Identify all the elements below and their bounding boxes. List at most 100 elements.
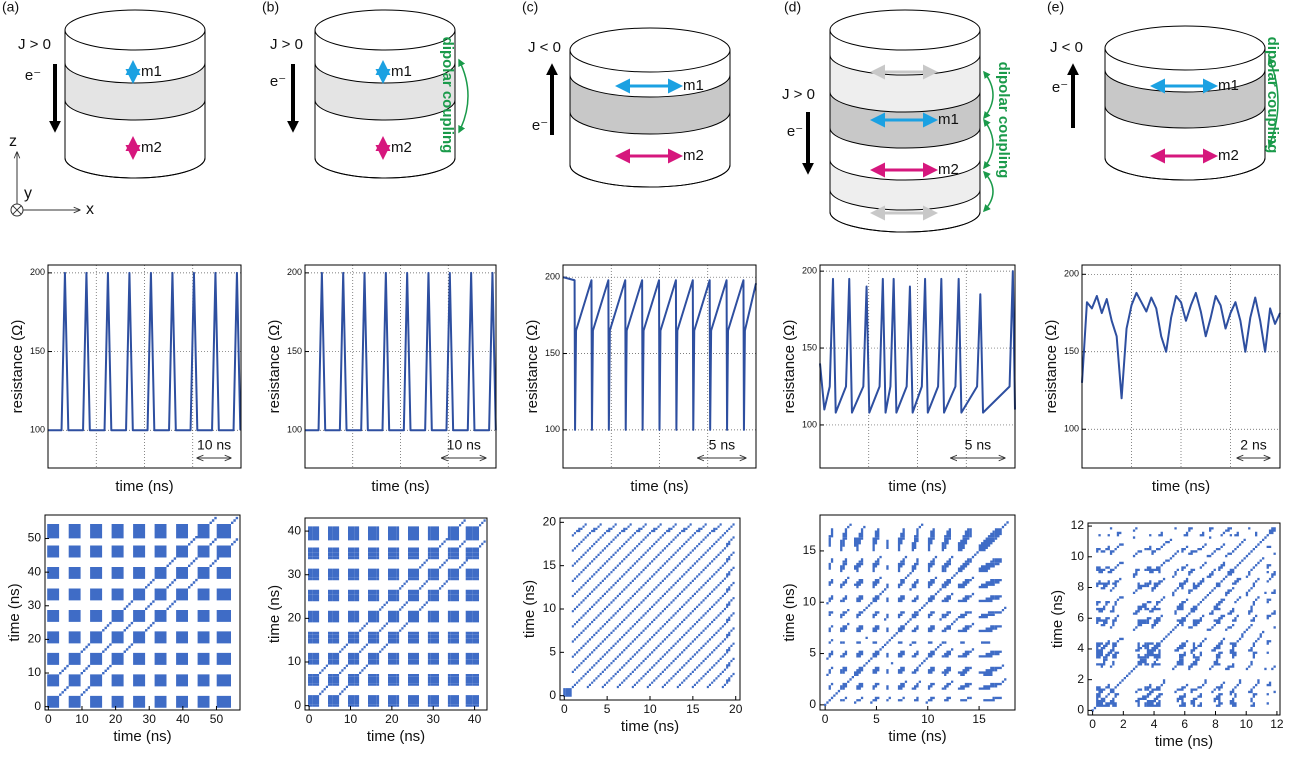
axis-label: y	[24, 185, 32, 202]
scale-bar-label: 2 ns	[1240, 437, 1266, 453]
scale-bar-label: 10 ns	[447, 437, 481, 453]
x-tick-label: 10	[344, 712, 358, 726]
x-axis-label: time (ns)	[371, 478, 429, 495]
y-tick-label: 200	[287, 267, 302, 277]
y-tick-label: 150	[802, 342, 817, 352]
x-tick-label: 5	[604, 702, 611, 716]
layer-label: m1	[1218, 77, 1239, 94]
y-axis-label: resistance (Ω)	[781, 320, 798, 414]
y-tick-label: 10	[288, 654, 302, 668]
coupling-arrow	[984, 120, 993, 168]
y-tick-label: 40	[288, 523, 302, 537]
page: (a)m1m2J > 0e⁻zyx(b)m1m2J > 0e⁻dipolar c…	[0, 0, 1310, 761]
panel-label: (a)	[2, 0, 19, 15]
coupling-label: dipolar coupling	[995, 62, 1012, 179]
coupling-arrow	[984, 172, 993, 211]
y-tick-label: 10	[803, 594, 817, 608]
electron-label: e⁻	[1052, 79, 1068, 96]
x-tick-label: 5	[873, 712, 880, 726]
layer-label: m2	[1218, 147, 1239, 164]
x-tick-label: 30	[143, 712, 157, 726]
x-tick-label: 10	[75, 712, 89, 726]
y-tick-label: 100	[545, 424, 560, 434]
x-tick-label: 40	[176, 712, 190, 726]
y-tick-label: 100	[1064, 424, 1079, 434]
x-axis-label: time (ns)	[1152, 478, 1210, 495]
y-tick-label: 20	[28, 632, 42, 646]
x-axis-label: time (ns)	[1155, 733, 1213, 750]
current-label: J < 0	[528, 39, 561, 56]
cylinder-top	[1105, 26, 1265, 70]
coupling-label: dipolar coupling	[439, 37, 456, 154]
y-tick-label: 0	[294, 698, 301, 712]
x-tick-label: 10	[643, 702, 657, 716]
x-tick-label: 0	[306, 712, 313, 726]
y-tick-label: 5	[809, 646, 816, 660]
electron-label: e⁻	[787, 123, 803, 140]
panel-label: (b)	[262, 0, 279, 15]
layer-label: m1	[938, 111, 959, 128]
x-tick-label: 0	[1089, 717, 1096, 731]
y-axis-label: time (ns)	[1049, 590, 1066, 648]
x-tick-label: 10	[1240, 717, 1254, 731]
y-tick-label: 200	[30, 267, 45, 277]
recurrence-points	[308, 519, 486, 706]
recurrence-points	[1092, 527, 1276, 711]
y-tick-label: 0	[549, 688, 556, 702]
y-tick-label: 0	[1077, 703, 1084, 717]
y-axis-label: time (ns)	[521, 580, 538, 638]
current-label: J > 0	[782, 86, 815, 103]
y-tick-label: 10	[1071, 549, 1085, 563]
layer-label: m2	[683, 147, 704, 164]
scale-bar-label: 5 ns	[965, 437, 991, 453]
electron-label: e⁻	[270, 73, 286, 90]
x-axis-label: time (ns)	[115, 478, 173, 495]
y-tick-label: 0	[809, 697, 816, 711]
panel-label: (d)	[784, 0, 801, 15]
x-tick-label: 4	[1151, 717, 1158, 731]
y-tick-label: 200	[1064, 269, 1079, 279]
x-axis-label: time (ns)	[630, 478, 688, 495]
y-axis-label: resistance (Ω)	[1043, 320, 1060, 414]
panel-label: (e)	[1047, 0, 1064, 15]
cylinder-top	[570, 28, 730, 72]
y-tick-label: 12	[1071, 518, 1085, 532]
current-label: J < 0	[1050, 39, 1083, 56]
x-axis-label: time (ns)	[621, 718, 679, 735]
y-tick-label: 200	[802, 266, 817, 276]
y-tick-label: 4	[1077, 641, 1084, 655]
resistance-trace	[563, 277, 756, 430]
y-tick-label: 150	[1064, 346, 1079, 356]
y-tick-label: 100	[802, 419, 817, 429]
layer-label: m2	[391, 139, 412, 156]
figure: (a)m1m2J > 0e⁻zyx(b)m1m2J > 0e⁻dipolar c…	[0, 0, 1310, 761]
y-tick-label: 10	[28, 665, 42, 679]
coupling-arrow	[984, 72, 993, 118]
scale-bar-label: 5 ns	[709, 437, 735, 453]
x-tick-label: 8	[1212, 717, 1219, 731]
y-tick-label: 30	[28, 598, 42, 612]
recurrence-points	[47, 517, 238, 708]
coupling-label: dipolar coupling	[1264, 37, 1281, 154]
y-axis-label: time (ns)	[266, 585, 283, 643]
x-tick-label: 30	[427, 712, 441, 726]
y-tick-label: 15	[543, 558, 557, 572]
layer-label: m2	[141, 139, 162, 156]
coupling-arrow	[459, 60, 468, 132]
x-tick-label: 50	[210, 712, 224, 726]
x-axis-label: time (ns)	[367, 728, 425, 745]
y-tick-label: 5	[549, 645, 556, 659]
y-tick-label: 0	[34, 699, 41, 713]
current-label: J > 0	[270, 36, 303, 53]
cylinder-top	[830, 10, 980, 50]
layer-label: m2	[938, 161, 959, 178]
y-tick-label: 30	[288, 567, 302, 581]
x-tick-label: 0	[822, 712, 829, 726]
y-tick-label: 15	[803, 543, 817, 557]
y-tick-label: 100	[287, 425, 302, 435]
x-tick-label: 20	[385, 712, 399, 726]
y-tick-label: 100	[30, 425, 45, 435]
x-tick-label: 0	[45, 712, 52, 726]
y-tick-label: 50	[28, 531, 42, 545]
x-axis-label: time (ns)	[888, 728, 946, 745]
